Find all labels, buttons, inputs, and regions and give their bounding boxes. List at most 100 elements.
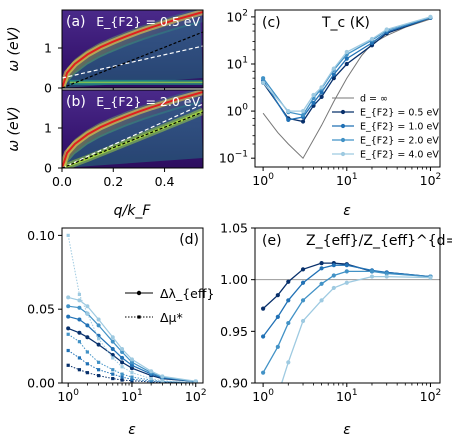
series-point-3-8	[384, 27, 389, 32]
lambda-point-2-0	[66, 304, 71, 309]
mu-point-2-0	[66, 332, 70, 336]
lambda-point-2-5	[120, 350, 125, 354]
x-tick-label-100: 102	[420, 172, 442, 188]
y-tick-label: 0.00	[27, 376, 55, 391]
lambda-point-0-2	[85, 335, 90, 340]
panel-d-frame	[61, 227, 204, 384]
mu-point-3-4	[111, 356, 115, 360]
z-point-3-3	[300, 318, 306, 324]
mu-point-2-1	[77, 340, 82, 344]
z-line-1	[262, 264, 431, 337]
z-point-3-4	[319, 298, 324, 303]
lambda-point-2-4	[110, 339, 115, 344]
white-dashed-line	[62, 45, 203, 79]
lambda-point-2-1	[77, 305, 82, 310]
legend-marker-1	[340, 123, 346, 129]
legend-label-3: E_{F2} = 4.0 eV	[360, 150, 439, 161]
legend-label-1: E_{F2} = 1.0 eV	[360, 122, 439, 133]
series-point-3-9	[428, 14, 433, 19]
x-tick-label-10: 101	[336, 172, 358, 188]
series-point-0-5	[331, 76, 336, 81]
x-tick-label-100: 102	[420, 388, 442, 404]
lambda-point-0-0	[66, 326, 71, 331]
z-point-2-4	[319, 281, 324, 286]
mu-point-3-2	[85, 312, 89, 316]
lambda-point-1-1	[77, 317, 82, 322]
mu-point-1-3	[97, 368, 101, 372]
legend-label-2: E_{F2} = 2.0 eV	[360, 136, 439, 147]
z-point-3-6	[344, 280, 349, 285]
z-point-0-0	[261, 306, 266, 311]
series-point-3-0	[261, 80, 266, 85]
x-tick-label-1: 100	[252, 388, 274, 404]
lambda-point-0-1	[77, 330, 82, 335]
lambda-point-1-5	[120, 355, 125, 360]
series-point-1-4	[319, 90, 324, 95]
z-point-2-5	[331, 273, 336, 278]
lambda-point-3-2	[85, 304, 90, 309]
y-tick-label: 1	[44, 121, 52, 136]
mu-point-0-5	[120, 378, 124, 382]
lambda-point-3-0	[66, 295, 71, 300]
series-point-3-5	[331, 66, 336, 71]
series-point-0-6	[344, 61, 349, 67]
lambda-point-3-4	[110, 335, 115, 340]
lambda-point-3-7	[149, 369, 154, 374]
y-tick-label: 0.90	[220, 376, 248, 391]
z-point-0-4	[319, 261, 324, 266]
legend-marker-2	[340, 137, 346, 143]
panel-b-label: (b)	[66, 94, 86, 110]
upper-branch-glow	[62, 90, 203, 168]
panel-c-legend: d = ∞ E_{F2} = 0.5 eV E_{F2} = 1.0 eV E_{F2…	[332, 94, 439, 161]
series-line-3	[262, 16, 431, 112]
mu-point-3-3	[97, 337, 101, 341]
mu-point-1-0	[66, 348, 70, 353]
legend-label-0: E_{F2} = 0.5 eV	[360, 108, 439, 119]
lambda-point-1-0	[66, 314, 71, 319]
mu-point-2-4	[111, 368, 115, 372]
x-tick-label-100: 102	[185, 388, 207, 404]
mu-point-1-2	[85, 362, 89, 366]
panel-b-xlabel: q/k_F	[114, 203, 152, 219]
panel-d-xlabel: ε	[128, 422, 136, 438]
panel-c-xlabel: ε	[343, 203, 351, 219]
y-tick-label: 0.10	[27, 228, 55, 243]
legend-lambda-label: Δλ_{eff}	[160, 286, 214, 301]
legend-marker-3	[340, 151, 346, 157]
mu-line-2	[67, 333, 196, 383]
legend-mu-marker	[137, 315, 141, 319]
z-point-2-7	[369, 269, 375, 274]
lambda-point-3-8	[160, 374, 165, 379]
z-point-3-2	[286, 360, 291, 365]
lambda-point-1-2	[85, 323, 90, 328]
z-point-2-0	[261, 370, 266, 375]
z-point-0-3	[300, 267, 306, 272]
panel-b-ticks: 0 1 0.0 0.2 0.4	[44, 121, 174, 190]
x-tick-label-10: 101	[121, 388, 143, 404]
panel-a-marks	[62, 10, 203, 88]
lambda-point-0-6	[129, 366, 134, 371]
mu-point-3-1	[77, 292, 82, 297]
panel-e-ticks: 100 101 102 0.90 0.95 1.00 1.05	[220, 221, 441, 405]
lambda-point-2-6	[129, 360, 134, 365]
x-tick-label-1: 100	[57, 388, 79, 404]
black-dashed-line	[62, 31, 203, 88]
mu-point-2-2	[85, 350, 89, 354]
series-point-2-2	[300, 113, 306, 118]
panel-d-ticks: 100 101 102 0.00 0.05 0.10	[27, 228, 206, 404]
mu-point-3-6	[130, 371, 134, 375]
panel-b-ylabel: ω (eV)	[6, 106, 22, 151]
panel-c-marks	[261, 14, 433, 160]
mu-line-1	[67, 350, 196, 383]
z-point-2-6	[344, 269, 349, 274]
z-point-1-0	[261, 334, 266, 339]
z-point-2-2	[286, 320, 291, 326]
upper-branch-glow	[62, 10, 203, 88]
legend-reference-label: d = ∞	[360, 94, 388, 105]
mu-point-3-9	[194, 380, 198, 383]
series-line-1	[262, 17, 431, 121]
z-point-2-1	[275, 344, 280, 349]
